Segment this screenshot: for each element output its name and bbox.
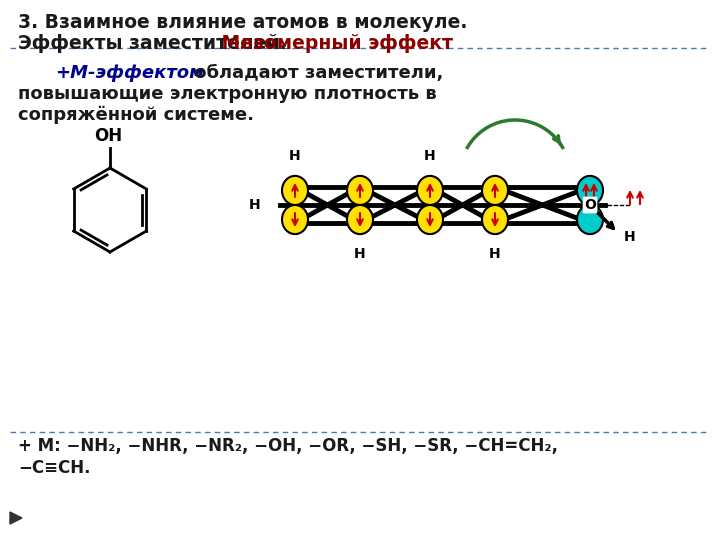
Text: H: H <box>248 198 260 212</box>
Text: OH: OH <box>94 127 122 145</box>
Text: + М: −NH₂, −NHR, −NR₂, −OH, −OR, −SH, −SR, −CH=CH₂,: + М: −NH₂, −NHR, −NR₂, −OH, −OR, −SH, −S… <box>18 437 558 455</box>
Ellipse shape <box>347 205 373 234</box>
Text: обладают заместители,: обладают заместители, <box>188 64 444 82</box>
Text: H: H <box>424 149 436 163</box>
Ellipse shape <box>282 176 308 205</box>
Ellipse shape <box>417 205 443 234</box>
Text: H: H <box>489 247 501 261</box>
Ellipse shape <box>347 176 373 205</box>
Text: −C≡CH.: −C≡CH. <box>18 459 91 477</box>
Text: O: O <box>584 198 596 212</box>
Text: повышающие электронную плотность в: повышающие электронную плотность в <box>18 85 437 103</box>
Text: 3. Взаимное влияние атомов в молекуле.: 3. Взаимное влияние атомов в молекуле. <box>18 13 467 32</box>
Ellipse shape <box>482 205 508 234</box>
Ellipse shape <box>482 176 508 205</box>
Ellipse shape <box>417 176 443 205</box>
Ellipse shape <box>577 176 603 205</box>
Text: H: H <box>289 149 301 163</box>
Text: сопряжённой системе.: сопряжённой системе. <box>18 106 254 124</box>
Text: Мезомерный эффект: Мезомерный эффект <box>215 34 453 53</box>
Ellipse shape <box>282 205 308 234</box>
Text: H: H <box>624 230 636 244</box>
Text: Эффекты заместителей.: Эффекты заместителей. <box>18 34 287 53</box>
Text: +М-эффектом: +М-эффектом <box>55 64 204 82</box>
Ellipse shape <box>577 205 603 234</box>
Text: H: H <box>354 247 366 261</box>
Polygon shape <box>10 512 22 524</box>
